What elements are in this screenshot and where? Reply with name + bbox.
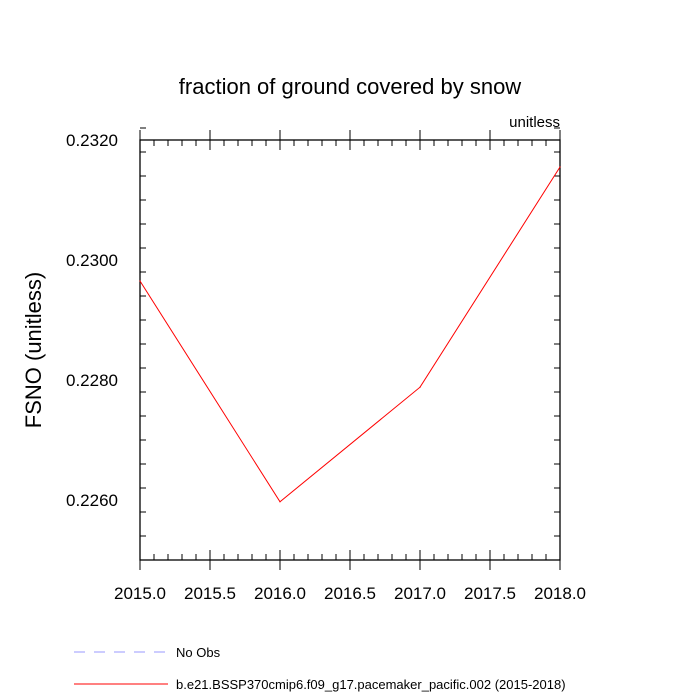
data-point (139, 280, 141, 282)
x-tick-label: 2018.0 (534, 584, 586, 603)
plot-frame (139, 139, 561, 561)
y-axis-label: FSNO (unitless) (21, 272, 46, 428)
x-tick-label: 2016.0 (254, 584, 306, 603)
chart-units-label: unitless (509, 114, 560, 131)
x-tick-label: 2017.5 (464, 584, 516, 603)
data-point (279, 501, 281, 503)
x-tick-label: 2017.0 (394, 584, 446, 603)
data-point (419, 386, 421, 388)
y-tick-label: 0.2300 (66, 251, 118, 270)
y-tick-label: 0.2320 (66, 131, 118, 150)
legend-label: b.e21.BSSP370cmip6.f09_g17.pacemaker_pac… (176, 677, 566, 692)
chart-title: fraction of ground covered by snow (179, 74, 522, 99)
y-tick-label: 0.2280 (66, 371, 118, 390)
x-tick-label: 2015.0 (114, 584, 166, 603)
x-tick-label: 2016.5 (324, 584, 376, 603)
x-tick-label: 2015.5 (184, 584, 236, 603)
series-line (139, 166, 561, 503)
legend-label: No Obs (176, 645, 221, 660)
y-tick-label: 0.2260 (66, 491, 118, 510)
data-point (559, 166, 561, 168)
